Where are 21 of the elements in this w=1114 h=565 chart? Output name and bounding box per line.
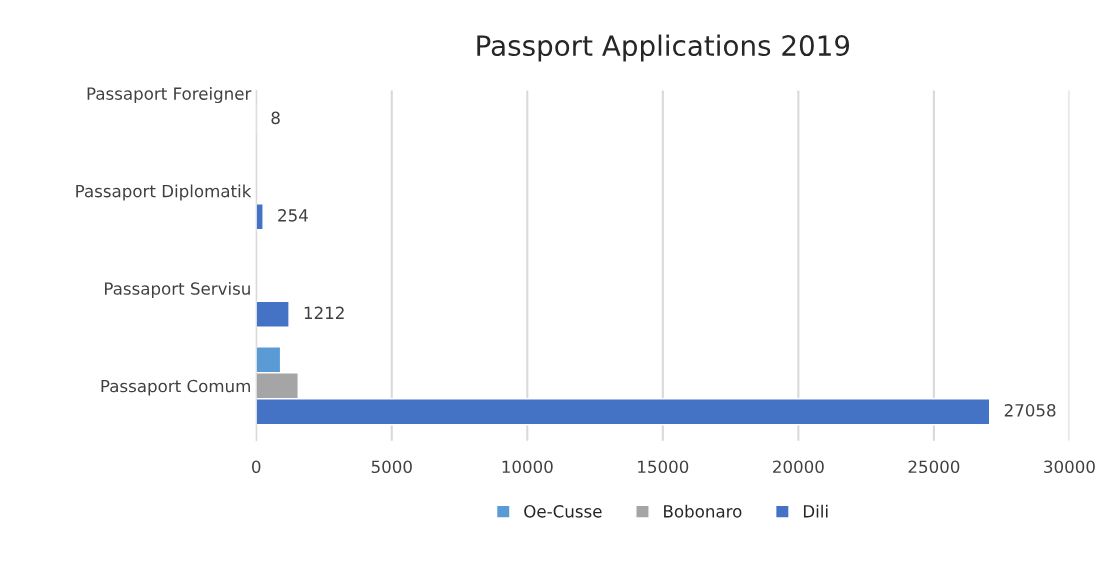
legend-label: Oe-Cusse xyxy=(524,505,602,518)
y-tick-label: Passaport Servisu xyxy=(105,281,250,299)
x-tick-label: 0 xyxy=(252,460,261,474)
data-label: 8 xyxy=(271,111,280,125)
bar xyxy=(256,203,264,231)
bar xyxy=(256,300,290,328)
chart-title: Passport Applications 2019 xyxy=(477,34,850,62)
y-tick-label: Passaport Diplomatik xyxy=(76,184,252,201)
data-label: 27058 xyxy=(1004,404,1056,417)
data-label: 254 xyxy=(278,209,308,222)
legend-label: Bobonaro xyxy=(664,504,742,518)
y-tick-label: Passaport Comum xyxy=(101,379,250,396)
y-tick-label: Passaport Foreigner xyxy=(87,86,252,104)
x-tick-label: 20000 xyxy=(773,460,824,474)
x-tick-label: 25000 xyxy=(908,460,960,474)
x-tick-label: 10000 xyxy=(502,460,553,474)
legend-label: Dili xyxy=(803,504,828,518)
x-tick-label: 5000 xyxy=(371,460,412,474)
data-label: 1212 xyxy=(304,306,344,319)
x-tick-label: 30000 xyxy=(1044,460,1095,474)
x-tick-label: 15000 xyxy=(638,460,689,474)
